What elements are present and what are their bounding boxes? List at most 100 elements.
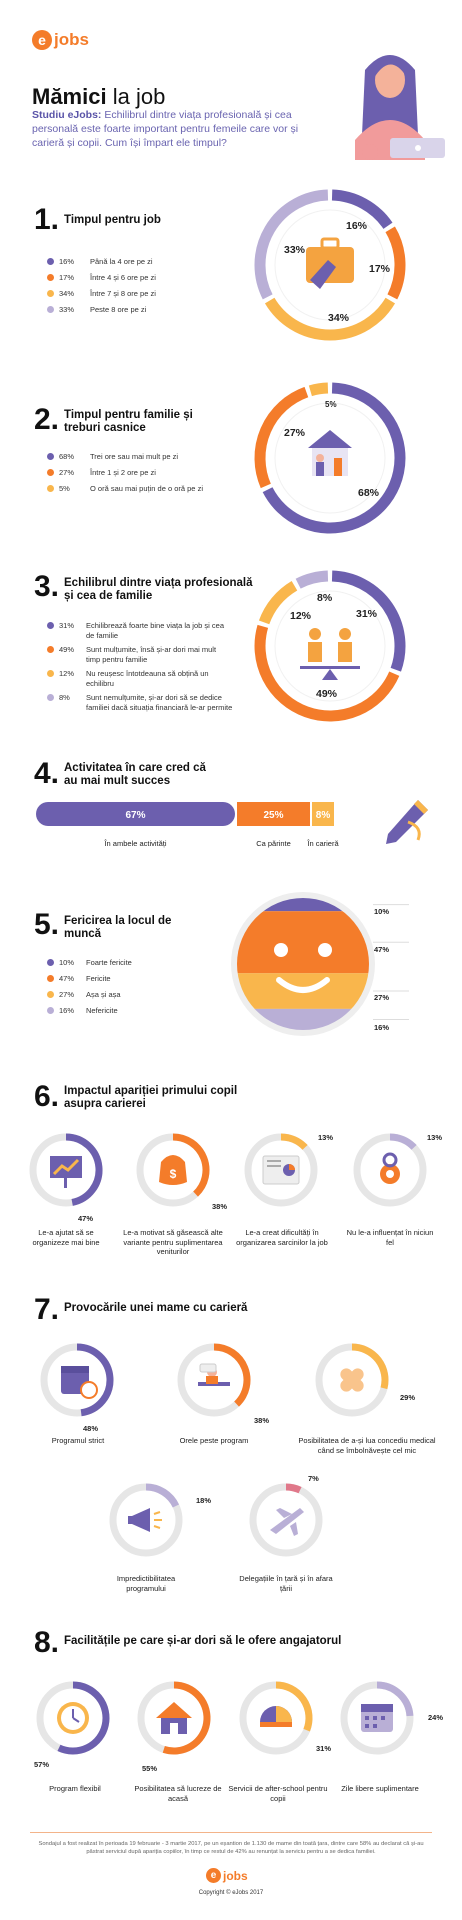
legend-label: Între 1 și 2 ore pe zi xyxy=(90,468,156,477)
legend-dot xyxy=(47,274,54,281)
legend-item: 12% Nu reușesc întotdeauna să obțină un e… xyxy=(47,669,247,689)
legend-value: 10% xyxy=(59,958,75,967)
ring-value-arc xyxy=(351,1343,389,1390)
home-icon xyxy=(156,1702,192,1718)
house-icon xyxy=(308,430,352,448)
section-3-legend: 31% Echilibrează foarte bine viața la job… xyxy=(47,621,247,713)
documents-icon xyxy=(262,1155,300,1185)
legend-dot xyxy=(47,991,54,998)
ring-label: 18% xyxy=(196,1496,212,1505)
section-2-donut-chart xyxy=(254,382,406,534)
ring-unpredictability xyxy=(109,1483,183,1557)
smiley-label: 10% xyxy=(374,907,390,916)
smiley-mouth xyxy=(276,977,330,993)
ring-label: 47% xyxy=(78,1214,94,1223)
footer-note: Sondajul a fost realizat în perioada 19 … xyxy=(38,1841,424,1855)
ring-caption: Delegațiile în țară și în afara țării xyxy=(239,1574,333,1593)
section-2-number: 2. xyxy=(34,403,60,436)
section-7-number: 7. xyxy=(34,1293,60,1326)
section-5-title: Fericirea la locul de muncă xyxy=(64,915,172,940)
donut-segment xyxy=(308,382,329,397)
ring-caption: Le-a ajutat să se organizeze mai bine xyxy=(32,1228,100,1247)
section-8-title: Facilitățile pe care și-ar dori să le of… xyxy=(64,1635,342,1647)
legend-value: 49% xyxy=(59,645,75,654)
legend-value: 16% xyxy=(59,1006,75,1015)
donut-label: 49% xyxy=(316,688,338,700)
ring-caption: Orele peste program xyxy=(179,1436,249,1445)
logo-text: jobs xyxy=(54,30,89,49)
legend-item: 27% Așa și așa xyxy=(47,990,197,1000)
legend-label: Fericite xyxy=(86,974,111,983)
smiley-band xyxy=(237,911,369,974)
donut-segment xyxy=(385,226,406,300)
person-icon xyxy=(309,628,321,640)
ring-label: 55% xyxy=(142,1764,158,1773)
logo-mark: e xyxy=(32,30,52,50)
ring-label: 38% xyxy=(254,1416,270,1425)
legend-value: 27% xyxy=(59,990,75,999)
footer-logo-text: jobs xyxy=(223,1868,248,1883)
ring-label: 48% xyxy=(83,1424,99,1433)
ring-caption: Zile libere suplimentare xyxy=(341,1784,419,1793)
donut-label: 31% xyxy=(356,608,378,620)
donut-segment xyxy=(258,580,298,625)
legend-label: Între 4 și 6 ore pe zi xyxy=(90,273,156,282)
legend-dot xyxy=(47,1007,54,1014)
legend-value: 34% xyxy=(59,289,75,298)
section-4-title: Activitatea în care cred că au mai mult … xyxy=(64,762,206,787)
legend-dot xyxy=(47,469,54,476)
legend-label: Nefericite xyxy=(86,1006,118,1015)
legend-value: 12% xyxy=(59,669,75,678)
footer-logo-mark: e xyxy=(206,1868,221,1883)
section-3-donut-chart xyxy=(254,570,406,722)
section-5-number: 5. xyxy=(34,908,60,941)
ring-value-arc xyxy=(376,1681,414,1717)
legend-label: Sunt nemulțumite, și-ar dori să se dedic… xyxy=(86,693,233,712)
section-3-number: 3. xyxy=(34,570,60,603)
section-2-title: Timpul pentru familie și treburi casnice xyxy=(64,409,193,434)
donut-segment xyxy=(295,570,329,589)
legend-item: 33% Peste 8 ore pe zi xyxy=(47,305,227,315)
ring-work-from-home xyxy=(137,1681,211,1755)
intro-text: Studiu eJobs: Echilibrul dintre viața pr… xyxy=(32,108,322,150)
mother-illustration xyxy=(355,55,445,160)
ring-caption: Impredictibilitatea programului xyxy=(116,1574,176,1593)
legend-item: 31% Echilibrează foarte bine viața la job… xyxy=(47,621,247,641)
section-1-donut-chart xyxy=(254,189,406,341)
donut-label: 33% xyxy=(284,244,306,256)
section-3-title: Echilibrul dintre viața profesională și … xyxy=(64,577,253,602)
ring-value-arc xyxy=(389,1133,417,1150)
legend-item: 68% Trei ore sau mai mult pe zi xyxy=(47,452,247,462)
airplane-icon xyxy=(270,1508,304,1534)
ring-flexible-schedule xyxy=(36,1681,110,1755)
legend-dot xyxy=(47,290,54,297)
ring-caption: Le-a creat dificultăți în organizarea sa… xyxy=(236,1228,328,1247)
ring-value-arc xyxy=(65,1133,103,1206)
smiley-eye xyxy=(318,943,332,957)
money-bag-icon xyxy=(159,1155,187,1185)
legend-dot xyxy=(47,959,54,966)
ring-value-arc xyxy=(280,1133,308,1150)
ring-caption: Program flexibil xyxy=(49,1784,101,1793)
hand-icon xyxy=(310,260,336,289)
section-4-bar-chart: 67% În ambele activități 25% Ca părinte 8% În… xyxy=(36,802,339,848)
ring-label: 7% xyxy=(308,1474,319,1483)
legend-item: 16% Până la 4 ore pe zi xyxy=(47,257,227,267)
legend-item: 10% Foarte fericite xyxy=(47,958,197,968)
donut-label: 68% xyxy=(358,487,380,499)
legend-label: Trei ore sau mai mult pe zi xyxy=(90,452,179,461)
smiley-label: 47% xyxy=(374,945,390,954)
legend-item: 16% Nefericite xyxy=(47,1006,197,1016)
ring-value-arc xyxy=(285,1483,302,1494)
legend-value: 27% xyxy=(59,468,75,477)
ring-value-arc xyxy=(172,1133,210,1197)
bar-value-label: 67% xyxy=(125,810,145,821)
smiley-eye xyxy=(274,943,288,957)
ring-label: 29% xyxy=(400,1393,416,1402)
ring-no-influence xyxy=(353,1133,427,1207)
donut-label: 27% xyxy=(284,427,306,439)
page-title: Mămici la job xyxy=(32,84,165,110)
footer-logo: e jobs xyxy=(206,1868,248,1883)
legend-value: 68% xyxy=(59,452,75,461)
bar-value-label: 8% xyxy=(316,810,331,821)
